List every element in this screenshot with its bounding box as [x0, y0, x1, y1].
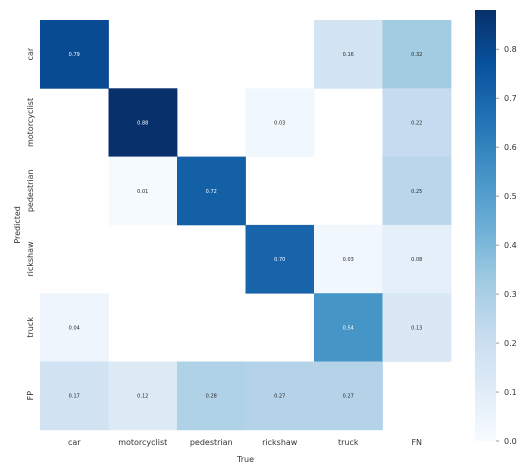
colorbar-tick-label: 0.0	[504, 437, 517, 446]
heatmap-cell	[245, 224, 315, 294]
cell-value-label: 0.70	[274, 257, 285, 263]
heatmap-cell	[314, 20, 383, 89]
cell-value-label: 0.01	[137, 189, 148, 195]
cell-value-label: 0.03	[343, 257, 354, 263]
x-axis-ticks: car motorcyclist pedestrian rickshaw truck FN	[68, 438, 422, 447]
y-axis-ticks: car motorcyclist pedestrian rickshaw truck FP	[26, 47, 35, 400]
cell-value-label: 0.32	[411, 52, 422, 58]
cell-value-label: 0.25	[411, 189, 422, 195]
heatmap-cell	[40, 293, 109, 362]
heatmap-cell	[314, 224, 383, 294]
colorbar-gradient	[475, 10, 496, 441]
cell-value-label: 0.16	[343, 52, 354, 58]
cell-value-label: 0.12	[137, 394, 148, 400]
heatmap-cell	[382, 224, 452, 294]
x-tick-label: FN	[411, 438, 422, 447]
cell-value-label: 0.54	[343, 325, 354, 331]
colorbar-tick-label: 0.8	[504, 45, 517, 54]
y-axis-title: Predicted	[13, 206, 22, 244]
colorbar-tick-label: 0.1	[504, 388, 517, 397]
x-tick-label: truck	[338, 438, 359, 447]
colorbar-tick-label: 0.3	[504, 290, 517, 299]
y-tick-label: truck	[26, 317, 35, 338]
y-tick-label: rickshaw	[26, 241, 35, 277]
heatmap-cells	[40, 20, 452, 431]
y-tick-label: car	[26, 47, 35, 60]
heatmap-cell	[382, 293, 452, 362]
cell-value-label: 0.04	[69, 325, 80, 331]
heatmap-cell	[314, 361, 383, 431]
heatmap-cell	[314, 293, 383, 362]
cell-value-label: 0.22	[411, 120, 422, 126]
heatmap-cell	[245, 88, 315, 157]
cell-value-label: 0.28	[206, 394, 217, 400]
heatmap-cell	[245, 361, 315, 431]
heatmap-cell	[108, 361, 178, 431]
cell-value-label: 0.72	[206, 189, 217, 195]
cell-value-label: 0.27	[274, 394, 285, 400]
cell-value-label: 0.79	[69, 52, 80, 58]
x-tick-label: rickshaw	[262, 438, 298, 447]
heatmap-cell	[108, 156, 178, 226]
x-tick-label: car	[68, 438, 81, 447]
heatmap-cell	[40, 20, 109, 89]
heatmap-cell	[177, 361, 246, 431]
y-tick-label: FP	[26, 391, 35, 401]
colorbar-tick-label: 0.6	[504, 143, 517, 152]
heatmap-cell-labels: 0.79 0.16 0.32 0.88 0.03 0.22 0.01 0.72 0.25 0.70…	[69, 52, 423, 400]
cell-value-label: 0.03	[274, 120, 285, 126]
x-tick-label: pedestrian	[190, 438, 233, 447]
colorbar-tick-label: 0.5	[504, 192, 517, 201]
x-tick-label: motorcyclist	[118, 438, 167, 447]
cell-value-label: 0.17	[69, 394, 80, 400]
cell-value-label: 0.27	[343, 394, 354, 400]
cell-value-label: 0.13	[411, 325, 422, 331]
heatmap-cell	[177, 156, 246, 226]
colorbar-tick-label: 0.4	[504, 241, 517, 250]
heatmap-cell	[108, 88, 178, 157]
heatmap-cell	[382, 20, 452, 89]
x-axis-title: True	[236, 455, 254, 464]
colorbar-tick-label: 0.2	[504, 339, 517, 348]
colorbar: 0.0 0.1 0.2 0.3 0.4 0.5 0.6 0.7 0.8	[475, 10, 517, 446]
heatmap-cell	[382, 156, 452, 226]
heatmap-cell	[40, 361, 109, 431]
y-tick-label: motorcyclist	[26, 98, 35, 147]
cell-value-label: 0.88	[137, 120, 148, 126]
heatmap-cell	[382, 88, 452, 157]
cell-value-label: 0.08	[411, 257, 422, 263]
y-tick-label: pedestrian	[26, 169, 35, 212]
colorbar-tick-label: 0.7	[504, 94, 517, 103]
colorbar-ticks: 0.0 0.1 0.2 0.3 0.4 0.5 0.6 0.7 0.8	[496, 45, 517, 446]
